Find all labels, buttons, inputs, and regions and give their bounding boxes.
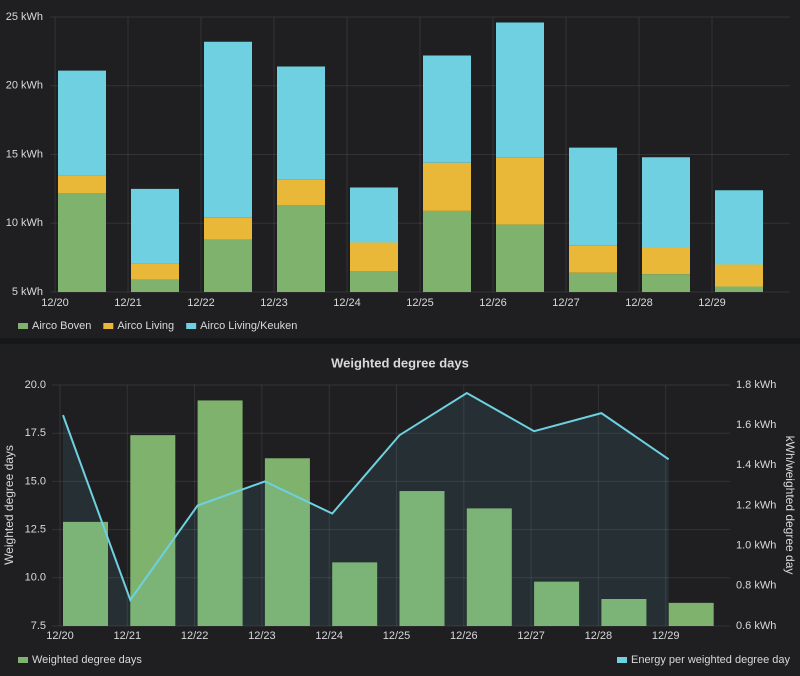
bar [534,581,580,626]
x-tick-label: 12/25 [406,297,434,309]
chart-title: Weighted degree days [331,355,469,370]
x-tick-label: 12/23 [248,630,276,642]
bar-segment [131,188,179,264]
bar-segment [569,147,617,246]
x-tick-label: 12/20 [41,297,69,309]
bar [264,458,310,626]
y2-axis-label: kWh/weighted degree day [783,436,797,575]
legend-swatch [186,323,197,329]
bar-segment [569,245,617,273]
bar-segment [204,217,252,240]
bar [601,599,647,626]
x-tick-label: 12/22 [181,630,209,642]
y2-tick-label: 1.8 kWh [736,379,776,391]
bar-segment [277,179,325,206]
y-tick-label: 15.0 [25,475,46,487]
bar-segment [131,279,179,292]
bar-segment [350,242,398,272]
y-tick-label: 15 kWh [6,148,43,160]
x-tick-label: 12/25 [383,630,411,642]
bar [63,521,108,626]
bar-segment [350,271,398,292]
bar-segment [642,274,690,292]
y-tick-label: 20 kWh [6,80,43,92]
legend-swatch [18,323,28,329]
x-tick-label: 12/20 [46,630,74,642]
x-tick-label: 12/22 [187,297,215,309]
line-area [63,393,669,626]
x-tick-label: 12/21 [114,630,142,642]
bar-segment [496,224,544,292]
bar-segment [204,41,252,218]
bar [332,562,378,626]
bar [668,602,714,626]
legend-label: Airco Boven [32,320,91,332]
x-tick-label: 12/26 [450,630,478,642]
bar-segment [496,157,544,225]
legend-swatch [617,657,627,663]
bar-segment [496,22,544,158]
y-axis-label: Weighted degree days [2,445,16,565]
bar-segment [204,239,252,292]
y-tick-label: 20.0 [25,379,46,391]
y-tick-label: 12.5 [25,524,46,536]
bar-segment [423,55,471,163]
legend-label: Airco Living/Keuken [200,320,297,332]
bar-segment [569,272,617,292]
legend-label: Weighted degree days [32,654,142,666]
x-tick-label: 12/28 [625,297,653,309]
x-tick-label: 12/27 [517,630,545,642]
y2-tick-label: 1.4 kWh [736,459,776,471]
x-tick-label: 12/28 [585,630,613,642]
bar-segment [423,162,471,211]
y2-tick-label: 0.8 kWh [736,580,776,592]
bar-segment [277,66,325,180]
x-tick-label: 12/26 [479,297,507,309]
bar-segment [58,175,106,193]
bar-segment [715,286,763,292]
bar [130,435,176,626]
y-tick-label: 10.0 [25,572,46,584]
y2-tick-label: 1.0 kWh [736,540,776,552]
y-tick-label: 5 kWh [12,286,43,298]
bar [399,491,445,626]
x-tick-label: 12/24 [333,297,361,309]
y-tick-label: 17.5 [25,427,46,439]
x-tick-label: 12/29 [652,630,680,642]
bar [466,508,512,626]
bar-segment [715,190,763,265]
bar-segment [350,187,398,243]
legend-swatch [103,323,114,329]
legend-label: Energy per weighted degree day [631,654,790,666]
y2-tick-label: 0.6 kWh [736,620,776,632]
x-tick-label: 12/21 [114,297,142,309]
bar-segment [58,70,106,176]
y2-tick-label: 1.2 kWh [736,499,776,511]
bar-segment [423,210,471,292]
x-tick-label: 12/24 [315,630,343,642]
line [62,391,670,603]
x-tick-label: 12/29 [698,297,726,309]
bar-segment [131,263,179,280]
bar-segment [642,157,690,248]
bar-segment [277,205,325,292]
legend-swatch [18,657,28,663]
x-tick-label: 12/27 [552,297,580,309]
legend-label: Airco Living [117,320,174,332]
y-tick-label: 25 kWh [6,11,43,23]
x-tick-label: 12/23 [260,297,288,309]
bar-segment [58,193,106,292]
y-tick-label: 7.5 [31,620,46,632]
bar [197,400,243,626]
y2-tick-label: 1.6 kWh [736,419,776,431]
bar-segment [715,264,763,287]
y-tick-label: 10 kWh [6,217,43,229]
bar-segment [642,248,690,275]
